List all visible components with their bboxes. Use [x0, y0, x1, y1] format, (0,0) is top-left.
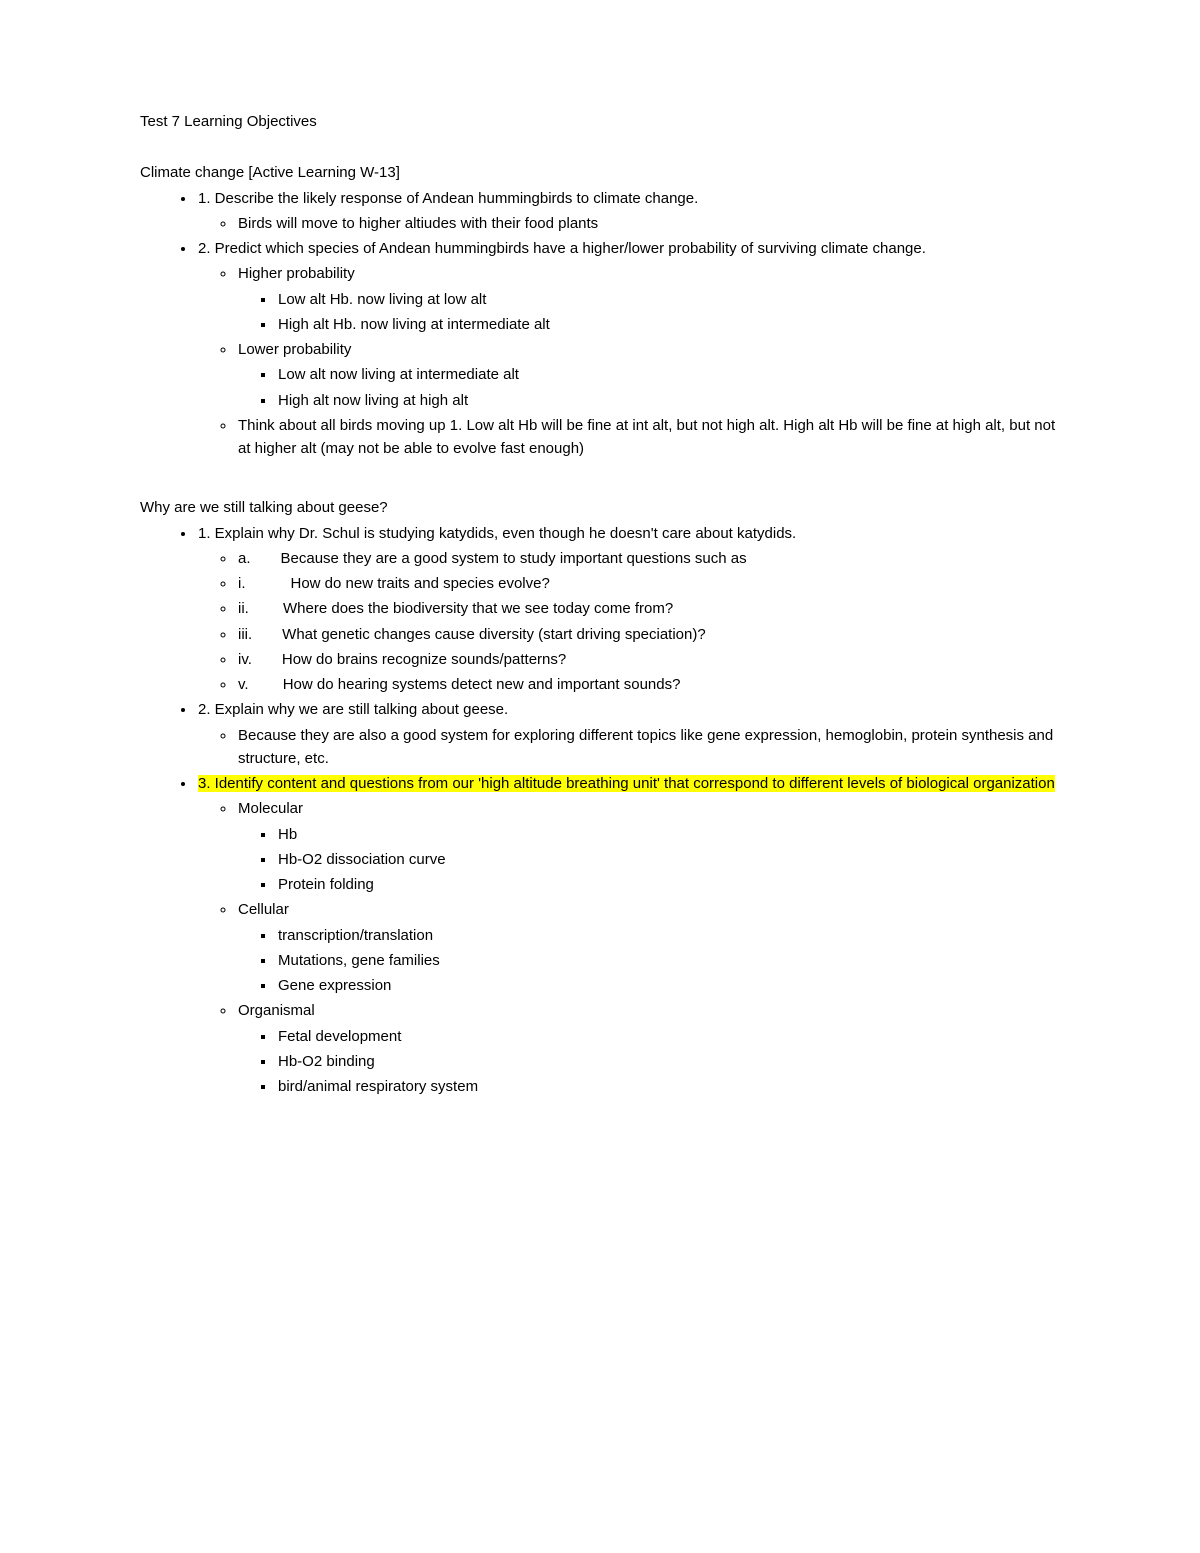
item-text: transcription/translation [278, 927, 433, 944]
list-item: 3. Identify content and questions from o… [196, 772, 1060, 1098]
list-item: i. How do new traits and species evolve? [236, 572, 1060, 595]
section-heading: Why are we still talking about geese? [140, 496, 1060, 519]
item-text: Because they are also a good system for … [238, 727, 1053, 767]
page-title: Test 7 Learning Objectives [140, 110, 1060, 133]
item-text: iv. How do brains recognize sounds/patte… [238, 651, 566, 668]
item-text: Hb [278, 826, 297, 843]
section-heading: Climate change [Active Learning W-13] [140, 161, 1060, 184]
section-list: 1. Describe the likely response of Andea… [140, 187, 1060, 461]
section-climate: Climate change [Active Learning W-13] 1.… [140, 161, 1060, 460]
item-text: bird/animal respiratory system [278, 1078, 478, 1095]
item-text: Lower probability [238, 341, 351, 358]
item-text: Cellular [238, 901, 289, 918]
item-text: Organismal [238, 1002, 315, 1019]
list-item: a. Because they are a good system to stu… [236, 547, 1060, 570]
list-item: High alt now living at high alt [276, 389, 1060, 412]
list-item: v. How do hearing systems detect new and… [236, 673, 1060, 696]
list-item: Hb-O2 binding [276, 1050, 1060, 1073]
list-item: iii. What genetic changes cause diversit… [236, 623, 1060, 646]
list-item: 2. Explain why we are still talking abou… [196, 698, 1060, 770]
item-text: Hb-O2 binding [278, 1053, 375, 1070]
list-item: High alt Hb. now living at intermediate … [276, 313, 1060, 336]
item-text: Birds will move to higher altiudes with … [238, 215, 598, 232]
list-item: iv. How do brains recognize sounds/patte… [236, 648, 1060, 671]
item-text: Low alt now living at intermediate alt [278, 366, 519, 383]
list-item: Low alt Hb. now living at low alt [276, 288, 1060, 311]
list-item: Lower probability Low alt now living at … [236, 338, 1060, 412]
highlighted-text: 3. Identify content and questions from o… [198, 775, 1055, 792]
item-text: 1. Explain why Dr. Schul is studying kat… [198, 525, 796, 542]
item-text: i. How do new traits and species evolve? [238, 575, 550, 592]
list-item: Molecular Hb Hb-O2 dissociation curve Pr… [236, 797, 1060, 896]
item-text: High alt now living at high alt [278, 392, 468, 409]
item-text: 1. Describe the likely response of Andea… [198, 190, 698, 207]
section-spacer [140, 462, 1060, 496]
item-text: 2. Predict which species of Andean hummi… [198, 240, 926, 257]
section-geese: Why are we still talking about geese? 1.… [140, 496, 1060, 1098]
list-item: Hb [276, 823, 1060, 846]
item-text: Molecular [238, 800, 303, 817]
list-item: Higher probability Low alt Hb. now livin… [236, 262, 1060, 336]
section-list: 1. Explain why Dr. Schul is studying kat… [140, 522, 1060, 1099]
item-text: Low alt Hb. now living at low alt [278, 291, 486, 308]
item-text: Protein folding [278, 876, 374, 893]
item-text: Think about all birds moving up 1. Low a… [238, 417, 1055, 457]
document-page: Test 7 Learning Objectives Climate chang… [0, 0, 1200, 1553]
item-text: Hb-O2 dissociation curve [278, 851, 446, 868]
list-item: ii. Where does the biodiversity that we … [236, 597, 1060, 620]
list-item: Hb-O2 dissociation curve [276, 848, 1060, 871]
item-text: Fetal development [278, 1028, 401, 1045]
list-item: Organismal Fetal development Hb-O2 bindi… [236, 999, 1060, 1098]
list-item: Low alt now living at intermediate alt [276, 363, 1060, 386]
item-text: ii. Where does the biodiversity that we … [238, 600, 673, 617]
list-item: Mutations, gene families [276, 949, 1060, 972]
item-text: v. How do hearing systems detect new and… [238, 676, 680, 693]
list-item: Gene expression [276, 974, 1060, 997]
item-text: Higher probability [238, 265, 355, 282]
list-item: 1. Explain why Dr. Schul is studying kat… [196, 522, 1060, 697]
list-item: bird/animal respiratory system [276, 1075, 1060, 1098]
item-text: 2. Explain why we are still talking abou… [198, 701, 508, 718]
item-text: High alt Hb. now living at intermediate … [278, 316, 550, 333]
list-item: 2. Predict which species of Andean hummi… [196, 237, 1060, 460]
list-item: transcription/translation [276, 924, 1060, 947]
list-item: Because they are also a good system for … [236, 724, 1060, 771]
list-item: Fetal development [276, 1025, 1060, 1048]
item-text: a. Because they are a good system to stu… [238, 550, 747, 567]
item-text: iii. What genetic changes cause diversit… [238, 626, 706, 643]
list-item: Think about all birds moving up 1. Low a… [236, 414, 1060, 461]
list-item: 1. Describe the likely response of Andea… [196, 187, 1060, 236]
item-text: Mutations, gene families [278, 952, 440, 969]
list-item: Protein folding [276, 873, 1060, 896]
item-text: Gene expression [278, 977, 391, 994]
list-item: Birds will move to higher altiudes with … [236, 212, 1060, 235]
list-item: Cellular transcription/translation Mutat… [236, 898, 1060, 997]
